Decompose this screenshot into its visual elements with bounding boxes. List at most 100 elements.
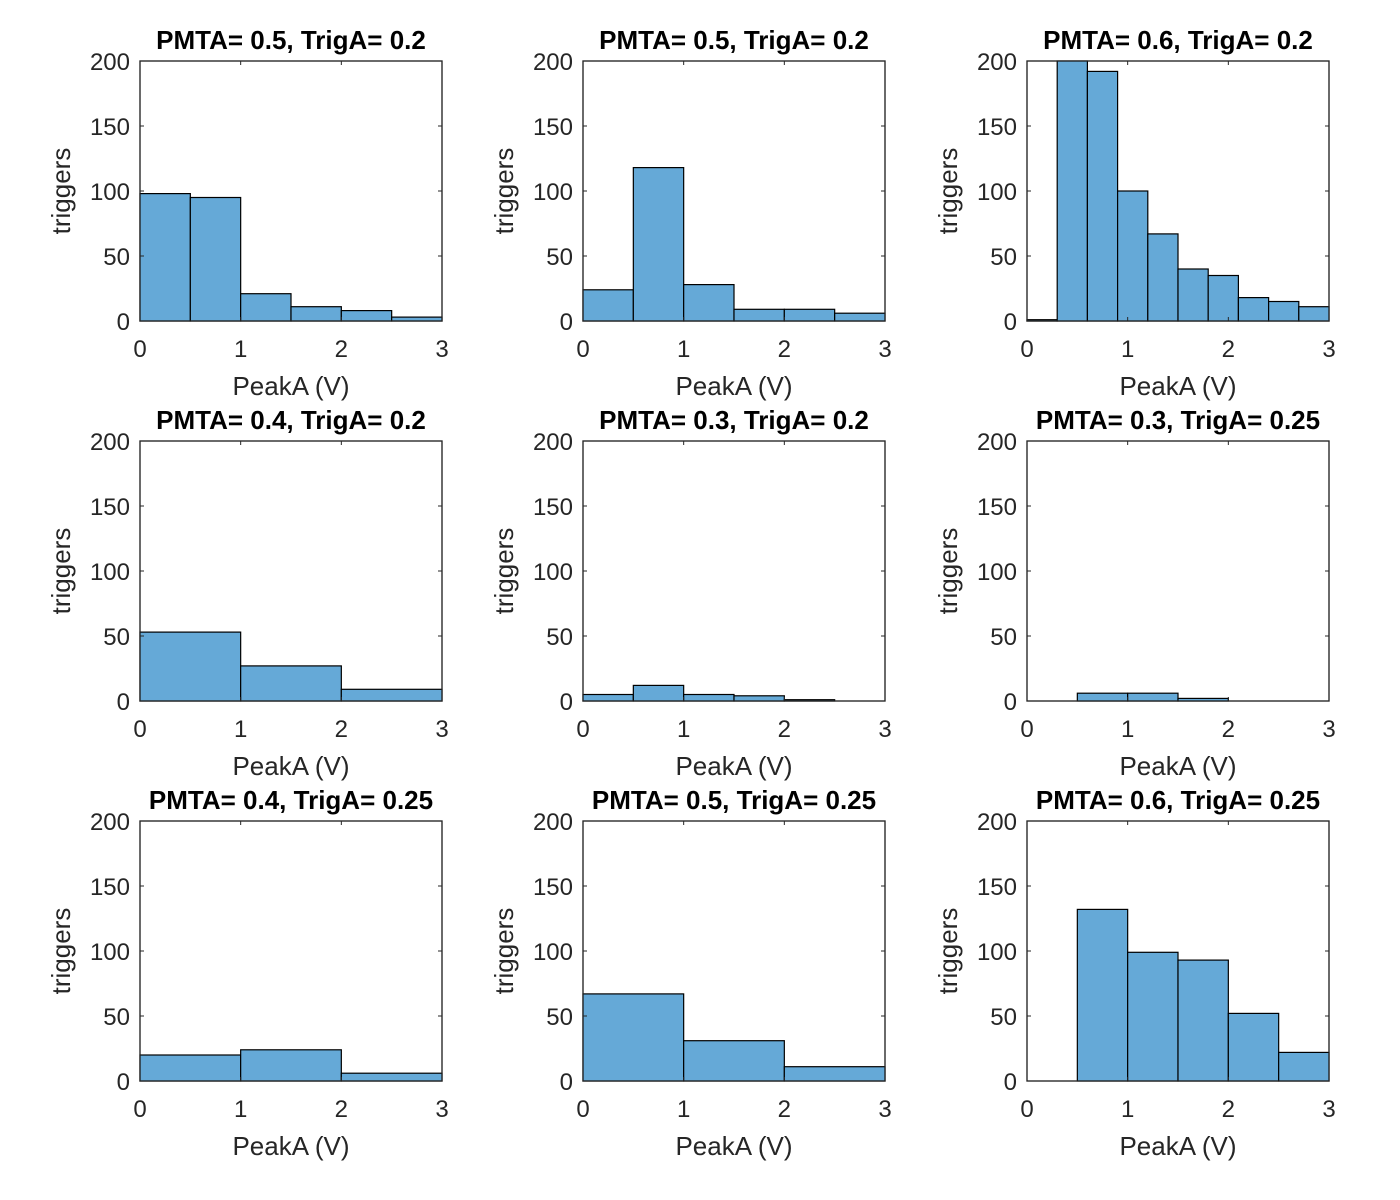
y-tick-label: 0	[1004, 1069, 1017, 1096]
x-tick-label: 1	[677, 716, 690, 743]
y-tick-label: 150	[977, 114, 1017, 141]
axes-background	[582, 440, 886, 702]
subplot-title: PMTA= 0.3, TrigA= 0.2	[599, 405, 869, 435]
x-tick-label: 2	[778, 1096, 791, 1123]
subplot-title: PMTA= 0.4, TrigA= 0.2	[156, 405, 426, 435]
x-axis-label: PeakA (V)	[232, 751, 349, 781]
x-tick-label: 0	[133, 716, 146, 743]
y-tick-label: 100	[533, 179, 573, 206]
x-tick-label: 0	[576, 716, 589, 743]
y-tick-label: 50	[103, 1004, 130, 1031]
x-tick-label: 0	[133, 1096, 146, 1123]
x-tick-label: 3	[435, 1096, 448, 1123]
y-tick-label: 0	[1004, 689, 1017, 716]
histogram-bar	[683, 693, 735, 702]
y-tick-label: 200	[90, 429, 130, 456]
histogram-bar	[683, 284, 735, 322]
y-axis-label: triggers	[933, 908, 963, 995]
y-axis-label: triggers	[46, 148, 76, 235]
x-tick-label: 3	[435, 336, 448, 363]
subplot-7: 0 1 2 3 0 50 100 150 200 PMTA= 0.4, TrigA= 0.25 Pe…	[46, 785, 449, 1161]
histogram-bar	[783, 1066, 886, 1082]
subplot-title: PMTA= 0.6, TrigA= 0.2	[1043, 25, 1313, 55]
y-tick-label: 0	[560, 309, 573, 336]
y-axis-label: triggers	[933, 148, 963, 235]
x-tick-label: 2	[335, 336, 348, 363]
histogram-bar	[582, 693, 634, 702]
x-tick-label: 2	[1222, 1096, 1235, 1123]
histogram-bar	[139, 193, 191, 322]
y-tick-label: 50	[990, 624, 1017, 651]
x-tick-label: 0	[576, 336, 589, 363]
histogram-bar	[290, 306, 342, 322]
axes-background	[139, 820, 443, 1082]
x-tick-label: 3	[878, 716, 891, 743]
histogram-bar	[1076, 908, 1129, 1082]
x-axis-label: PeakA (V)	[1119, 751, 1236, 781]
histogram-bar	[1237, 297, 1270, 322]
histogram-bar	[733, 695, 785, 702]
histogram-bar	[1127, 692, 1179, 702]
histogram-bar	[340, 310, 393, 322]
y-tick-label: 0	[560, 689, 573, 716]
subplot-1: 0 1 2 3 0 50 100 150 200 PMTA= 0.5, TrigA= 0.2 Pea…	[46, 25, 449, 401]
y-tick-label: 200	[977, 49, 1017, 76]
y-tick-label: 100	[977, 559, 1017, 586]
y-tick-label: 200	[977, 809, 1017, 836]
subplot-5: 0 1 2 3 0 50 100 150 200 PMTA= 0.3, TrigA= 0.2 Pea…	[489, 405, 892, 781]
histogram-bar	[340, 688, 443, 702]
y-tick-label: 0	[117, 689, 130, 716]
axes-background	[1026, 440, 1330, 702]
histogram-bar	[683, 1040, 785, 1082]
x-axis-label: PeakA (V)	[232, 1131, 349, 1161]
histogram-bar	[139, 1054, 242, 1082]
subplot-8: 0 1 2 3 0 50 100 150 200 PMTA= 0.5, TrigA= 0.25 Pe…	[489, 785, 892, 1161]
histogram-bar	[1086, 70, 1119, 322]
histogram-bar	[733, 308, 785, 322]
histogram-bar	[1267, 300, 1300, 322]
histogram-bar	[240, 665, 342, 702]
histogram-bar	[1076, 692, 1129, 702]
y-tick-label: 50	[546, 244, 573, 271]
y-tick-label: 50	[990, 1004, 1017, 1031]
subplot-6: 0 1 2 3 0 50 100 150 200 PMTA= 0.3, TrigA= 0.25 Pe…	[933, 405, 1336, 781]
x-tick-label: 1	[234, 1096, 247, 1123]
y-tick-label: 50	[990, 244, 1017, 271]
histogram-bar	[582, 289, 634, 322]
histogram-bar	[1207, 274, 1239, 322]
x-tick-label: 0	[1020, 716, 1033, 743]
y-axis-label: triggers	[46, 528, 76, 615]
x-axis-label: PeakA (V)	[675, 1131, 792, 1161]
subplot-2: 0 1 2 3 0 50 100 150 200 PMTA= 0.5, TrigA= 0.2 Pea…	[489, 25, 892, 401]
x-tick-label: 2	[335, 1096, 348, 1123]
x-tick-label: 2	[778, 336, 791, 363]
y-tick-label: 200	[90, 49, 130, 76]
histogram-bar	[139, 631, 242, 702]
x-tick-label: 0	[1020, 336, 1033, 363]
x-tick-label: 1	[1121, 1096, 1134, 1123]
y-tick-label: 100	[90, 939, 130, 966]
x-tick-label: 1	[234, 336, 247, 363]
histogram-bar	[340, 1072, 443, 1082]
y-tick-label: 150	[533, 494, 573, 521]
y-tick-label: 50	[103, 244, 130, 271]
histogram-bar	[1147, 233, 1179, 322]
histogram-bar	[632, 684, 685, 702]
x-tick-label: 1	[1121, 336, 1134, 363]
y-tick-label: 150	[977, 494, 1017, 521]
x-tick-label: 1	[234, 716, 247, 743]
subplot-3: 0 1 2 3 0 50 100 150 200 PMTA= 0.6, TrigA= 0.2 Pea…	[933, 25, 1336, 401]
x-tick-label: 1	[677, 1096, 690, 1123]
x-tick-label: 0	[133, 336, 146, 363]
x-axis-label: PeakA (V)	[1119, 371, 1236, 401]
y-tick-label: 100	[977, 179, 1017, 206]
histogram-bar	[240, 293, 292, 322]
x-tick-label: 2	[1222, 716, 1235, 743]
x-tick-label: 3	[1322, 1096, 1335, 1123]
x-tick-label: 2	[778, 716, 791, 743]
subplot-title: PMTA= 0.4, TrigA= 0.25	[149, 785, 433, 815]
x-tick-label: 3	[878, 1096, 891, 1123]
y-tick-label: 100	[533, 559, 573, 586]
y-tick-label: 150	[977, 874, 1017, 901]
y-tick-label: 50	[103, 624, 130, 651]
